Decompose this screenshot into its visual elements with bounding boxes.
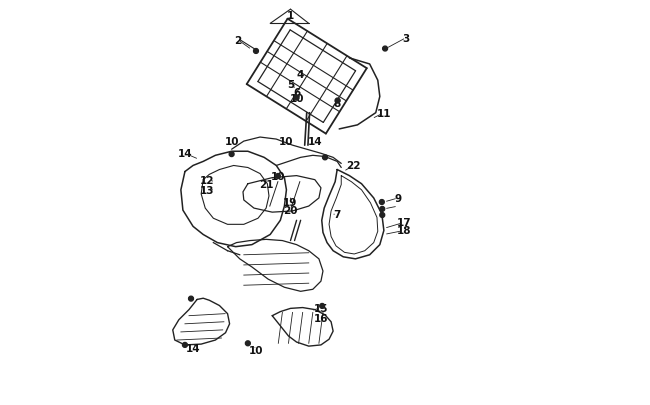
- Text: 15: 15: [314, 303, 328, 313]
- Text: 10: 10: [280, 137, 294, 147]
- Text: 9: 9: [395, 194, 402, 203]
- Text: 21: 21: [259, 179, 274, 189]
- Text: 10: 10: [289, 94, 304, 104]
- Text: 2: 2: [234, 36, 241, 45]
- Text: 14: 14: [186, 343, 200, 353]
- Text: 1: 1: [287, 11, 294, 21]
- Text: 13: 13: [200, 185, 214, 195]
- Circle shape: [229, 152, 234, 157]
- Text: 3: 3: [402, 34, 410, 43]
- Circle shape: [254, 49, 259, 54]
- Circle shape: [276, 174, 280, 179]
- Circle shape: [320, 304, 324, 309]
- Text: 16: 16: [314, 313, 328, 323]
- Text: 10: 10: [249, 345, 263, 355]
- Text: 18: 18: [397, 226, 411, 236]
- Text: 14: 14: [177, 149, 192, 159]
- Text: 6: 6: [293, 88, 300, 98]
- Circle shape: [183, 343, 187, 347]
- Circle shape: [294, 96, 299, 101]
- Text: 10: 10: [271, 171, 285, 181]
- Circle shape: [188, 296, 194, 301]
- Text: 5: 5: [287, 80, 294, 90]
- Text: 7: 7: [333, 210, 341, 220]
- Text: 8: 8: [333, 98, 341, 108]
- Circle shape: [322, 156, 328, 160]
- Circle shape: [380, 213, 385, 218]
- Text: 20: 20: [283, 206, 298, 215]
- Text: 11: 11: [376, 109, 391, 118]
- Text: 17: 17: [397, 218, 411, 228]
- Text: 22: 22: [346, 161, 361, 171]
- Circle shape: [335, 99, 340, 104]
- Text: 19: 19: [283, 198, 298, 207]
- Text: 12: 12: [200, 175, 214, 185]
- Text: 10: 10: [224, 137, 239, 147]
- Circle shape: [380, 200, 384, 205]
- Text: 4: 4: [297, 70, 304, 80]
- Circle shape: [380, 207, 385, 212]
- Circle shape: [383, 47, 387, 52]
- Circle shape: [246, 341, 250, 346]
- Text: 14: 14: [307, 137, 322, 147]
